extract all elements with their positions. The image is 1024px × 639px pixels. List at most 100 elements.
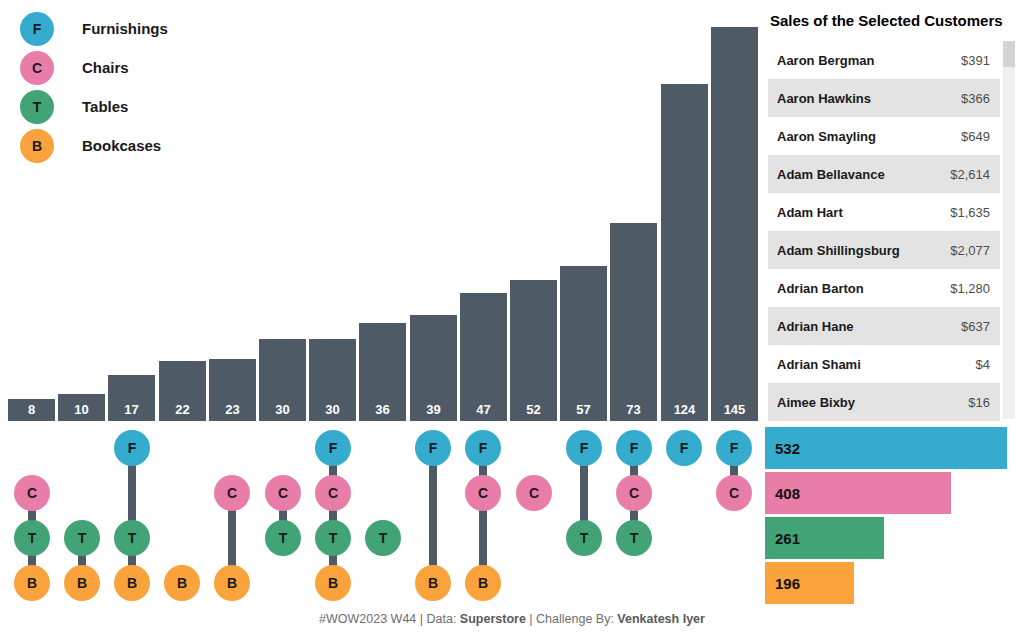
customer-sales: $2,077 xyxy=(950,243,990,258)
bar-value-label: 39 xyxy=(410,402,457,417)
intersection-bar[interactable]: 57 xyxy=(560,266,607,421)
matrix-dot-t[interactable]: T xyxy=(315,520,351,556)
matrix-dot-c[interactable]: C xyxy=(14,475,50,511)
matrix-dot-c[interactable]: C xyxy=(214,475,250,511)
legend-item-tables[interactable]: TTables xyxy=(20,87,168,126)
set-size-value-label: 196 xyxy=(775,575,800,592)
customer-name: Aimee Bixby xyxy=(777,395,855,410)
customer-row[interactable]: Adam Shillingsburg$2,077 xyxy=(768,231,1000,269)
legend-circle-icon: B xyxy=(20,129,54,163)
intersection-bar[interactable]: 22 xyxy=(159,361,206,421)
legend-item-label: Furnishings xyxy=(82,20,168,37)
scrollbar-track[interactable] xyxy=(1003,41,1015,419)
matrix-dot-t[interactable]: T xyxy=(64,520,100,556)
customer-name: Adrian Hane xyxy=(777,319,854,334)
matrix-dot-t[interactable]: T xyxy=(265,520,301,556)
legend-item-label: Tables xyxy=(82,98,128,115)
matrix-connector xyxy=(128,448,136,583)
legend-item-label: Chairs xyxy=(82,59,129,76)
bar-value-label: 57 xyxy=(560,402,607,417)
intersection-bar[interactable]: 47 xyxy=(460,293,507,421)
caption-segment: Superstore xyxy=(460,612,526,626)
customer-row[interactable]: Adam Bellavance$2,614 xyxy=(768,155,1000,193)
intersection-bar[interactable]: 124 xyxy=(661,84,708,421)
bar-value-label: 145 xyxy=(711,402,758,417)
bar-value-label: 124 xyxy=(661,402,708,417)
matrix-dot-c[interactable]: C xyxy=(465,475,501,511)
matrix-dot-c[interactable]: C xyxy=(315,475,351,511)
matrix-connector xyxy=(429,448,437,583)
caption-segment: Venkatesh Iyer xyxy=(617,612,705,626)
matrix-dot-b[interactable]: B xyxy=(164,565,200,601)
intersection-bar[interactable]: 30 xyxy=(309,339,356,421)
matrix-dot-b[interactable]: B xyxy=(14,565,50,601)
intersection-bar[interactable]: 8 xyxy=(8,399,55,421)
matrix-dot-b[interactable]: B xyxy=(315,565,351,601)
customer-sales: $4 xyxy=(976,357,990,372)
customer-row[interactable]: Aimee Bixby$16 xyxy=(768,383,1000,421)
customer-row[interactable]: Adrian Hane$637 xyxy=(768,307,1000,345)
intersection-bar[interactable]: 23 xyxy=(209,359,256,421)
customer-sales: $366 xyxy=(961,91,990,106)
scrollbar-thumb[interactable] xyxy=(1003,41,1015,67)
footer-caption: #WOW2023 W44 | Data: Superstore | Challe… xyxy=(0,612,1024,626)
matrix-dot-f[interactable]: F xyxy=(666,430,702,466)
matrix-dot-c[interactable]: C xyxy=(265,475,301,511)
matrix-dot-c[interactable]: C xyxy=(616,475,652,511)
customer-row[interactable]: Adrian Shami$4 xyxy=(768,345,1000,383)
customer-row[interactable]: Aaron Hawkins $366 xyxy=(768,79,1000,117)
intersection-bar[interactable]: 145 xyxy=(711,27,758,421)
customer-row[interactable]: Adrian Barton$1,280 xyxy=(768,269,1000,307)
intersection-bar[interactable]: 52 xyxy=(510,280,557,421)
customer-sales: $391 xyxy=(961,53,990,68)
matrix-dot-t[interactable]: T xyxy=(616,520,652,556)
matrix-dot-f[interactable]: F xyxy=(716,430,752,466)
matrix-dot-c[interactable]: C xyxy=(516,475,552,511)
caption-segment: #WOW2023 W44 | Data: xyxy=(319,612,460,626)
intersection-bar[interactable]: 30 xyxy=(259,339,306,421)
bar-value-label: 30 xyxy=(259,402,306,417)
matrix-dot-b[interactable]: B xyxy=(64,565,100,601)
bar-value-label: 10 xyxy=(58,402,105,417)
intersection-bar[interactable]: 17 xyxy=(108,375,155,421)
matrix-dot-b[interactable]: B xyxy=(214,565,250,601)
legend-item-label: Bookcases xyxy=(82,137,161,154)
intersection-bar[interactable]: 10 xyxy=(58,394,105,421)
matrix-dot-f[interactable]: F xyxy=(616,430,652,466)
matrix-dot-b[interactable]: B xyxy=(465,565,501,601)
customer-row[interactable]: Aaron Bergman$391 xyxy=(768,41,1000,79)
matrix-dot-f[interactable]: F xyxy=(114,430,150,466)
set-size-bar-t[interactable]: 261 xyxy=(765,517,884,559)
matrix-dot-c[interactable]: C xyxy=(716,475,752,511)
matrix-dot-b[interactable]: B xyxy=(114,565,150,601)
set-size-value-label: 532 xyxy=(775,440,800,457)
matrix-dot-f[interactable]: F xyxy=(415,430,451,466)
customer-name: Aaron Hawkins xyxy=(777,91,871,106)
matrix-dot-t[interactable]: T xyxy=(365,520,401,556)
legend-item-bookcases[interactable]: B Bookcases xyxy=(20,126,168,165)
customer-sales: $1,280 xyxy=(950,281,990,296)
set-size-bar-f[interactable]: 532 xyxy=(765,427,1007,469)
set-size-value-label: 261 xyxy=(775,530,800,547)
matrix-dot-f[interactable]: F xyxy=(315,430,351,466)
caption-segment: | Challenge By: xyxy=(526,612,618,626)
matrix-dot-b[interactable]: B xyxy=(415,565,451,601)
legend-item-furnishings[interactable]: F Furnishings xyxy=(20,9,168,48)
bar-value-label: 73 xyxy=(610,402,657,417)
matrix-dot-t[interactable]: T xyxy=(14,520,50,556)
customer-sales: $2,614 xyxy=(950,167,990,182)
legend-item-chairs[interactable]: CChairs xyxy=(20,48,168,87)
matrix-dot-t[interactable]: T xyxy=(114,520,150,556)
intersection-bar[interactable]: 39 xyxy=(410,315,457,421)
bar-value-label: 30 xyxy=(309,402,356,417)
set-size-bar-b[interactable]: 196 xyxy=(765,562,854,604)
intersection-bar[interactable]: 73 xyxy=(610,223,657,421)
customer-row[interactable]: Adam Hart$1,635 xyxy=(768,193,1000,231)
legend-circle-icon: F xyxy=(20,12,54,46)
set-size-bar-c[interactable]: 408 xyxy=(765,472,951,514)
matrix-dot-f[interactable]: F xyxy=(465,430,501,466)
matrix-dot-t[interactable]: T xyxy=(566,520,602,556)
intersection-bar[interactable]: 36 xyxy=(359,323,406,421)
matrix-dot-f[interactable]: F xyxy=(566,430,602,466)
customer-row[interactable]: Aaron Smayling$649 xyxy=(768,117,1000,155)
